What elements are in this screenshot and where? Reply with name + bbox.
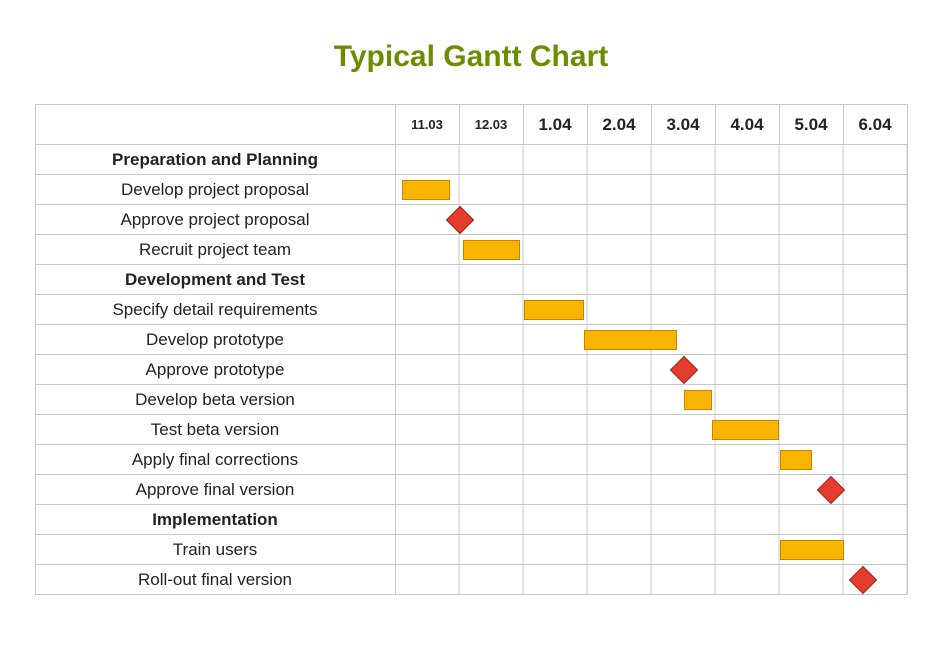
gantt-row-label-cell: Develop prototype: [35, 325, 395, 355]
gantt-row-label-cell: Approve final version: [35, 475, 395, 505]
gantt-milestone: [849, 565, 877, 593]
gantt-timeline-cell: [395, 505, 907, 535]
gantt-row: Recruit project team: [35, 235, 907, 265]
gantt-timeline-cell: [395, 265, 907, 295]
gantt-row: Preparation and Planning: [35, 145, 907, 175]
gantt-header-cell: 1.04: [523, 105, 587, 145]
gantt-row-label: Develop prototype: [36, 330, 395, 350]
gantt-row-label-cell: Test beta version: [35, 415, 395, 445]
gantt-row: Develop project proposal: [35, 175, 907, 205]
gantt-row-label-cell: Recruit project team: [35, 235, 395, 265]
gantt-row-label: Implementation: [36, 510, 395, 530]
gantt-timeline-cell: [395, 145, 907, 175]
gantt-row-label-cell: Apply final corrections: [35, 445, 395, 475]
gantt-timeline-cell: [395, 385, 907, 415]
gantt-row-label-cell: Roll-out final version: [35, 565, 395, 595]
gantt-row-label-cell: Preparation and Planning: [35, 145, 395, 175]
gantt-row-label: Preparation and Planning: [36, 150, 395, 170]
gantt-table: 11.0312.031.042.043.044.045.046.04 Prepa…: [35, 104, 908, 595]
gantt-timeline-cell: [395, 325, 907, 355]
gantt-header-label: 2.04: [588, 115, 651, 135]
gantt-row: Approve final version: [35, 475, 907, 505]
gantt-header-cell: 2.04: [587, 105, 651, 145]
gantt-row-label: Specify detail requirements: [36, 300, 395, 320]
gantt-row: Develop beta version: [35, 385, 907, 415]
gantt-milestone: [817, 475, 845, 503]
gantt-timeline-cell: [395, 565, 907, 595]
gantt-row: Develop prototype: [35, 325, 907, 355]
gantt-bar: [524, 300, 585, 320]
gantt-header-label: 3.04: [652, 115, 715, 135]
gantt-row: Train users: [35, 535, 907, 565]
gantt-timeline-cell: [395, 355, 907, 385]
gantt-header-label: 4.04: [716, 115, 779, 135]
gantt-row: Test beta version: [35, 415, 907, 445]
gantt-row-label-cell: Approve project proposal: [35, 205, 395, 235]
gantt-row: Approve prototype: [35, 355, 907, 385]
gantt-header-empty: [35, 105, 395, 145]
gantt-header-cell: 5.04: [779, 105, 843, 145]
gantt-row-label-cell: Develop project proposal: [35, 175, 395, 205]
gantt-row-label: Test beta version: [36, 420, 395, 440]
gantt-header-cell: 12.03: [459, 105, 523, 145]
gantt-row-label: Apply final corrections: [36, 450, 395, 470]
gantt-bar: [584, 330, 677, 350]
gantt-milestone: [669, 355, 697, 383]
gantt-row-label-cell: Specify detail requirements: [35, 295, 395, 325]
gantt-row-label: Approve project proposal: [36, 210, 395, 230]
gantt-timeline-cell: [395, 415, 907, 445]
gantt-header-cell: 4.04: [715, 105, 779, 145]
gantt-milestone: [445, 205, 473, 233]
gantt-bar: [402, 180, 450, 200]
gantt-header-label: 1.04: [524, 115, 587, 135]
gantt-row-label-cell: Development and Test: [35, 265, 395, 295]
gantt-row-label: Recruit project team: [36, 240, 395, 260]
gantt-row-label: Approve prototype: [36, 360, 395, 380]
gantt-timeline-cell: [395, 295, 907, 325]
gantt-timeline-cell: [395, 235, 907, 265]
gantt-row-label: Development and Test: [36, 270, 395, 290]
gantt-row-label-cell: Develop beta version: [35, 385, 395, 415]
gantt-row-label-cell: Approve prototype: [35, 355, 395, 385]
gantt-bar: [780, 450, 812, 470]
gantt-row-label: Develop beta version: [36, 390, 395, 410]
gantt-header-row: 11.0312.031.042.043.044.045.046.04: [35, 105, 907, 145]
gantt-bar: [780, 540, 844, 560]
gantt-row: Implementation: [35, 505, 907, 535]
gantt-timeline-cell: [395, 445, 907, 475]
gantt-row-label: Approve final version: [36, 480, 395, 500]
gantt-row: Apply final corrections: [35, 445, 907, 475]
gantt-row: Roll-out final version: [35, 565, 907, 595]
gantt-row-label: Train users: [36, 540, 395, 560]
gantt-header-label: 6.04: [844, 115, 907, 135]
gantt-row-label: Roll-out final version: [36, 570, 395, 590]
gantt-bar: [684, 390, 713, 410]
gantt-row: Specify detail requirements: [35, 295, 907, 325]
gantt-timeline-cell: [395, 475, 907, 505]
gantt-header-label: 12.03: [460, 117, 523, 132]
chart-title: Typical Gantt Chart: [0, 40, 942, 74]
gantt-timeline-cell: [395, 205, 907, 235]
gantt-bar: [463, 240, 521, 260]
gantt-row-label: Develop project proposal: [36, 180, 395, 200]
gantt-timeline-cell: [395, 535, 907, 565]
gantt-header-label: 5.04: [780, 115, 843, 135]
gantt-header-label: 11.03: [396, 117, 459, 132]
gantt-timeline-cell: [395, 175, 907, 205]
gantt-header-cell: 11.03: [395, 105, 459, 145]
gantt-row: Development and Test: [35, 265, 907, 295]
gantt-header-cell: 3.04: [651, 105, 715, 145]
gantt-row-label-cell: Train users: [35, 535, 395, 565]
gantt-header-cell: 6.04: [843, 105, 907, 145]
gantt-row-label-cell: Implementation: [35, 505, 395, 535]
gantt-bar: [712, 420, 779, 440]
gantt-row: Approve project proposal: [35, 205, 907, 235]
